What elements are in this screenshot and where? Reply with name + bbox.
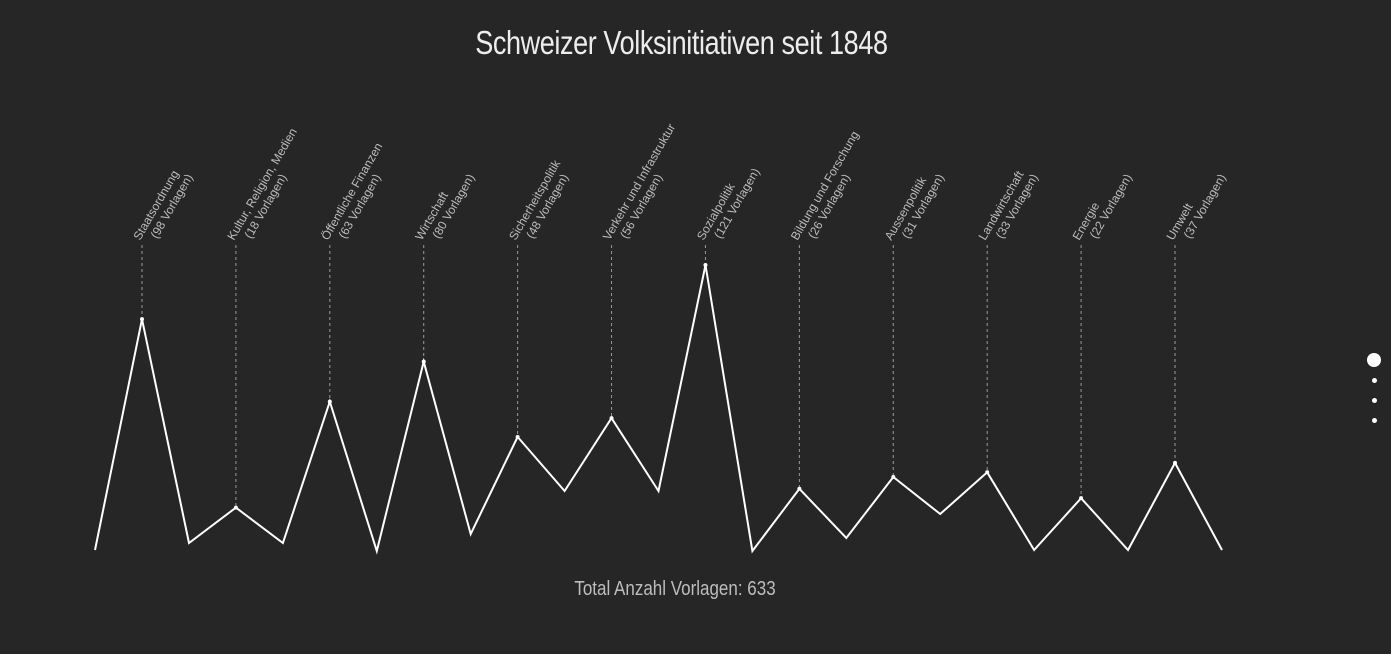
pager-dot-1[interactable]: [1367, 353, 1381, 367]
category-name: Verkehr und Infrastruktur: [600, 121, 678, 242]
data-point-5[interactable]: [609, 416, 614, 421]
category-label-0: Staatsordnung(98 Vorlagen): [130, 168, 195, 243]
category-label-8: Aussenpolitik(31 Vorlagen): [882, 171, 947, 242]
data-point-3[interactable]: [421, 359, 426, 364]
category-label-5: Verkehr und Infrastruktur(56 Vorlagen): [600, 121, 678, 242]
chart-title: Schweizer Volksinitiativen seit 1848: [475, 24, 888, 61]
data-point-11[interactable]: [1173, 460, 1177, 465]
page-pager: [1364, 350, 1384, 430]
data-point-9[interactable]: [985, 470, 990, 475]
category-label-4: Sicherheitspolitik(48 Vorlagen): [506, 157, 571, 243]
category-label-1: Kultur, Religion, Medien(18 Vorlagen): [224, 126, 299, 243]
series-line: [94, 264, 1223, 555]
pager-dot-3[interactable]: [1372, 398, 1377, 403]
data-point-1[interactable]: [233, 505, 238, 510]
total-count-label: Total Anzahl Vorlagen: 633: [574, 578, 776, 600]
category-label-7: Bildung und Forschung(26 Vorlagen): [788, 129, 862, 243]
data-point-8[interactable]: [891, 474, 896, 479]
data-point-4[interactable]: [515, 434, 520, 439]
data-point-7[interactable]: [797, 486, 802, 491]
pager-dot-2[interactable]: [1372, 378, 1377, 383]
data-point-0[interactable]: [140, 317, 144, 322]
category-label-3: Wirtschaft(80 Vorlagen): [412, 171, 477, 242]
data-point-6[interactable]: [703, 263, 708, 267]
data-point-10[interactable]: [1079, 496, 1084, 501]
category-label-6: Sozialpolitik(121 Vorlagen): [694, 166, 763, 243]
category-label-2: Öffentliche Finanzen(63 Vorlagen): [318, 140, 385, 242]
pager-dot-4[interactable]: [1372, 418, 1377, 423]
data-point-2[interactable]: [327, 399, 332, 404]
category-label-10: Energie(22 Vorlagen): [1070, 171, 1135, 242]
category-label-9: Landwirtschaft(33 Vorlagen): [976, 168, 1041, 243]
category-label-11: Umwelt(37 Vorlagen): [1163, 171, 1228, 242]
